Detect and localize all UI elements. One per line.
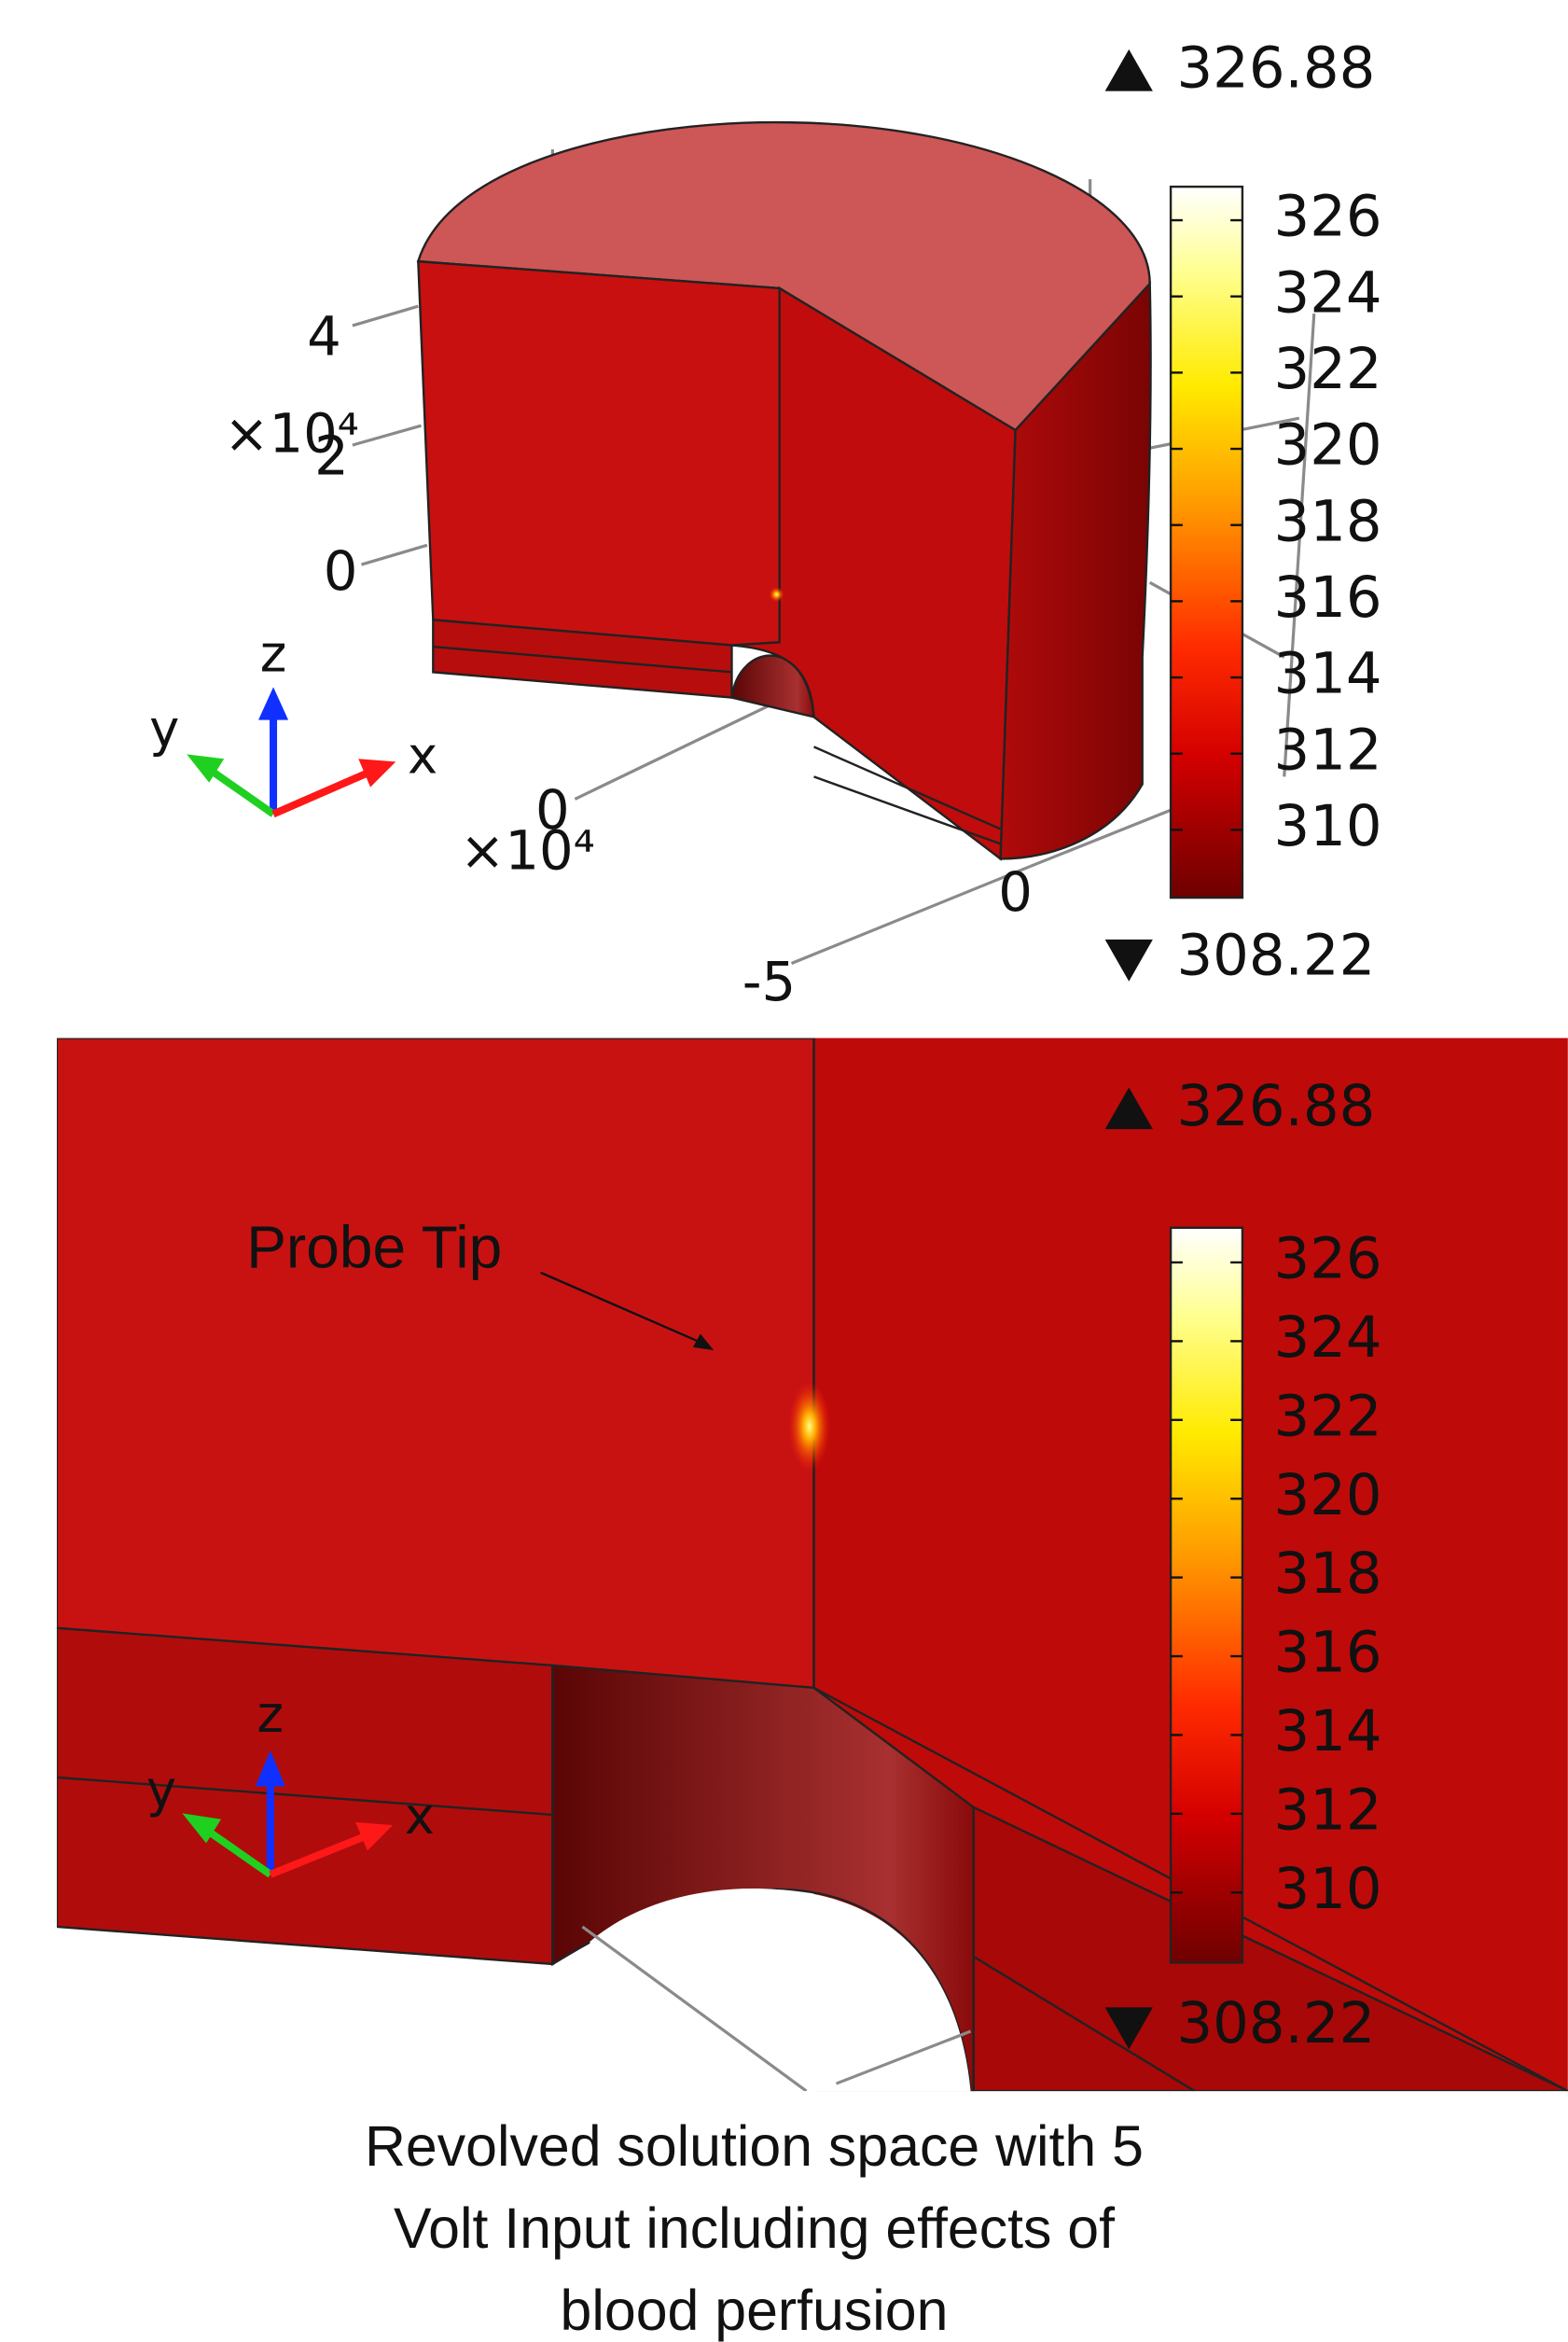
- colorbar-tick-label: 320: [1274, 1463, 1382, 1528]
- colorbar-tick-label: 314: [1274, 1699, 1382, 1764]
- figure: 42000-5×10⁴×10⁴ z y x 310312314316318320…: [0, 0, 1568, 2342]
- colorbar-gradient: [1171, 187, 1242, 898]
- min-marker: [1105, 940, 1153, 982]
- cut-face: [418, 261, 779, 645]
- axis-tick-label: 0: [998, 861, 1033, 924]
- colorbar-tick-label: 324: [1274, 260, 1382, 326]
- colorbar-tick-label: 326: [1274, 1227, 1382, 1292]
- triad-label: z: [260, 623, 287, 683]
- max-label: 326.88: [1177, 35, 1376, 101]
- min-label: 308.22: [1177, 923, 1376, 988]
- colorbar-tick-label: 310: [1274, 794, 1382, 859]
- bottom-panel: Probe Tip z y x 310 312 314 316 318 320 322 324…: [57, 1039, 1568, 2092]
- colorbar-tick-label: 320: [1274, 413, 1382, 479]
- colorbar-tick-label: 316: [1274, 1621, 1382, 1686]
- colorbar-gradient: [1171, 1228, 1242, 1963]
- colorbar-tick-label: 314: [1274, 642, 1382, 707]
- triad-label: x: [405, 1786, 435, 1846]
- caption-line: Revolved solution space with 5: [365, 2114, 1144, 2178]
- axis-triad: z y x: [149, 623, 437, 814]
- hot-spot: [788, 1382, 830, 1471]
- colorbar-tick-label: 318: [1274, 489, 1382, 554]
- colorbar-tick-label: 324: [1274, 1305, 1382, 1371]
- colorbar-tick-label: 322: [1274, 1384, 1382, 1449]
- page: 42000-5×10⁴×10⁴ z y x 310312314316318320…: [0, 0, 1568, 2342]
- caption-line: Volt Input including effects of: [394, 2196, 1115, 2260]
- colorbar-tick-label: 316: [1274, 565, 1382, 631]
- colorbar-tick-label: 310: [1274, 1857, 1382, 1922]
- triad-label: z: [257, 1684, 284, 1744]
- annotation: Probe Tip: [246, 1213, 502, 1280]
- axis-exponent: ×10⁴: [460, 819, 595, 882]
- hot-spot: [769, 587, 784, 602]
- triad-label: y: [149, 699, 179, 759]
- max-marker: [1105, 49, 1153, 91]
- colorbar-tick-label: 312: [1274, 718, 1382, 783]
- colorbar-tick-label: 312: [1274, 1777, 1382, 1843]
- triad-label: y: [146, 1759, 176, 1819]
- min-label: 308.22: [1177, 1991, 1376, 2056]
- cut-face: [57, 1039, 814, 1688]
- colorbar-tick-label: 322: [1274, 337, 1382, 402]
- colorbar-tick-label: 326: [1274, 185, 1382, 250]
- axis-tick-label: 0: [324, 540, 358, 603]
- max-label: 326.88: [1177, 1074, 1376, 1139]
- caption: Revolved solution space with 5 Volt Inpu…: [365, 2114, 1144, 2342]
- axis-tick-label: 4: [307, 306, 341, 369]
- colorbar-tick-label: 318: [1274, 1541, 1382, 1607]
- axis-tick-label: -5: [742, 951, 796, 1013]
- caption-line: blood perfusion: [561, 2279, 949, 2342]
- axis-exponent: ×10⁴: [224, 403, 359, 466]
- triad-label: x: [408, 725, 437, 785]
